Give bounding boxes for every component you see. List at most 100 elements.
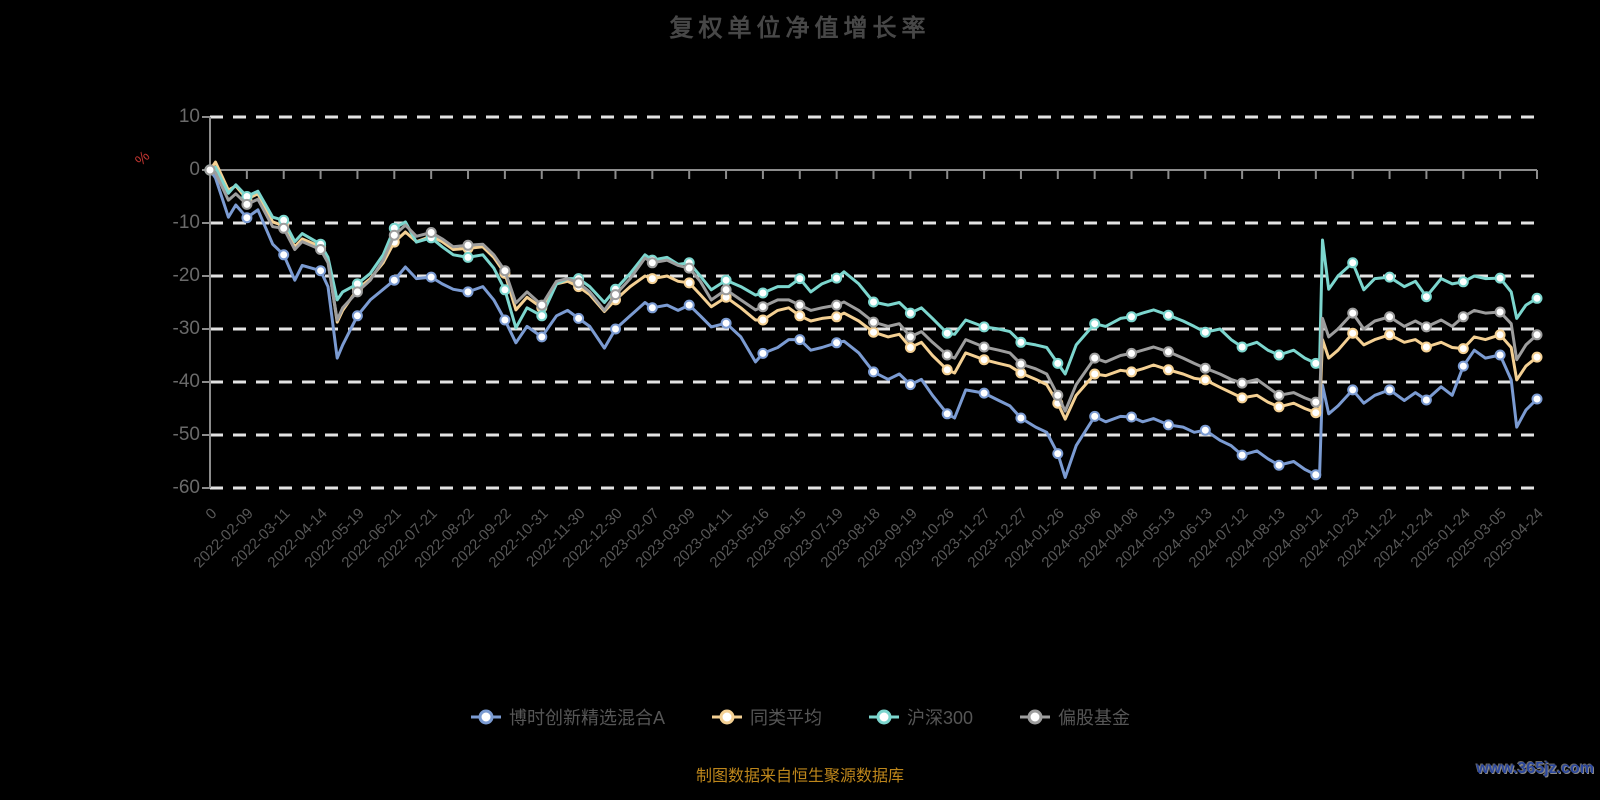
y-axis-label: -10 xyxy=(172,212,200,233)
series-marker-fund xyxy=(499,314,511,326)
series-marker-equity-funds xyxy=(278,222,290,234)
series-marker-equity-funds xyxy=(1273,389,1285,401)
series-marker-fund xyxy=(1494,349,1506,361)
series-marker-fund xyxy=(720,317,732,329)
legend-item-equity-funds[interactable]: 偏股基金 xyxy=(1019,704,1130,730)
series-marker-csi300 xyxy=(1494,272,1506,284)
line-series-icon xyxy=(470,709,501,725)
line-series-icon xyxy=(868,709,899,725)
series-marker-equity-funds xyxy=(1236,377,1248,389)
series-marker-peer-average xyxy=(868,326,879,338)
series-marker-equity-funds xyxy=(1384,311,1396,323)
series-marker-fund xyxy=(278,249,290,261)
series-fund[interactable] xyxy=(204,164,1543,481)
series-marker-equity-funds xyxy=(1199,362,1211,374)
series-marker-equity-funds xyxy=(941,349,953,361)
series-marker-peer-average xyxy=(941,364,953,376)
series-marker-fund xyxy=(1052,448,1064,460)
series-marker-fund xyxy=(388,274,400,286)
series-marker-equity-funds xyxy=(1162,346,1174,358)
series-marker-csi300 xyxy=(462,251,474,263)
line-series-icon xyxy=(1020,709,1051,725)
series-marker-csi300 xyxy=(1126,311,1137,323)
y-axis-label: -20 xyxy=(172,265,200,286)
series-equity-funds[interactable] xyxy=(204,164,1543,413)
series-marker-csi300 xyxy=(1457,276,1469,288)
series-marker-equity-funds xyxy=(868,316,879,328)
y-axis-label: -60 xyxy=(172,477,200,498)
legend-item-fund[interactable]: 博时创新精选混合A xyxy=(470,704,665,730)
series-line-fund xyxy=(208,168,1539,479)
series-marker-equity-funds xyxy=(1089,352,1101,364)
series-marker-fund xyxy=(831,337,843,349)
series-marker-csi300 xyxy=(1199,326,1211,338)
series-marker-equity-funds xyxy=(1494,306,1506,318)
series-marker-equity-funds xyxy=(536,299,548,311)
series-marker-peer-average xyxy=(1494,329,1506,341)
series-marker-equity-funds xyxy=(388,229,400,241)
series-marker-fund xyxy=(536,331,548,343)
series-csi300[interactable] xyxy=(204,164,1543,376)
series-marker-csi300 xyxy=(1420,291,1432,303)
legend-item-peer-average[interactable]: 同类平均 xyxy=(711,704,822,730)
series-marker-fund xyxy=(351,310,363,322)
series-marker-csi300 xyxy=(536,310,548,322)
series-marker-peer-average xyxy=(831,311,843,323)
series-marker-equity-funds xyxy=(831,299,843,311)
legend: 博时创新精选混合A 同类平均 沪深300 偏股基金 xyxy=(0,704,1600,730)
legend-label: 沪深300 xyxy=(906,708,974,728)
series-marker-fund xyxy=(1236,449,1248,461)
series-marker-peer-average xyxy=(1162,364,1174,376)
legend-item-csi300[interactable]: 沪深300 xyxy=(868,704,973,730)
series-marker-csi300 xyxy=(1052,357,1064,369)
series-marker-csi300 xyxy=(831,272,843,284)
legend-label: 同类平均 xyxy=(749,708,822,728)
series-marker-fund xyxy=(1310,469,1322,481)
series-marker-csi300 xyxy=(1236,341,1248,353)
series-marker-equity-funds xyxy=(1052,389,1064,401)
series-marker-peer-average xyxy=(1420,341,1432,353)
series-marker-fund xyxy=(978,387,990,399)
series-marker-fund xyxy=(1089,410,1101,422)
series-marker-equity-funds xyxy=(315,244,327,255)
series-marker-fund xyxy=(573,312,585,324)
series-marker-peer-average xyxy=(1126,366,1137,378)
y-axis-label: -40 xyxy=(172,371,200,392)
series-marker-csi300 xyxy=(904,307,916,319)
series-marker-equity-funds xyxy=(241,198,253,210)
series-marker-equity-funds xyxy=(204,164,216,176)
series-marker-peer-average xyxy=(1457,343,1469,355)
series-marker-csi300 xyxy=(978,321,990,333)
series-marker-equity-funds xyxy=(1420,321,1432,333)
series-marker-equity-funds xyxy=(683,262,695,274)
y-axis-label: -30 xyxy=(172,318,200,339)
series-marker-peer-average xyxy=(646,273,658,285)
series-marker-peer-average xyxy=(757,314,769,326)
series-marker-equity-funds xyxy=(573,277,585,289)
series-marker-peer-average xyxy=(1531,351,1543,363)
series-marker-peer-average xyxy=(1089,368,1101,380)
series-marker-csi300 xyxy=(1015,336,1027,348)
series-marker-fund xyxy=(1015,412,1027,424)
series-marker-peer-average xyxy=(1347,327,1359,339)
series-marker-peer-average xyxy=(1384,329,1396,341)
series-marker-csi300 xyxy=(1089,318,1101,330)
series-marker-csi300 xyxy=(720,274,732,286)
series-marker-equity-funds xyxy=(904,331,916,343)
series-marker-peer-average xyxy=(683,277,695,289)
series-marker-equity-funds xyxy=(351,286,363,298)
series-marker-equity-funds xyxy=(610,289,621,301)
series-marker-fund xyxy=(1273,459,1285,471)
y-axis-label: -50 xyxy=(172,424,200,445)
series-marker-peer-average xyxy=(794,310,806,322)
series-marker-fund xyxy=(1384,384,1396,396)
series-marker-csi300 xyxy=(1347,257,1359,269)
series-marker-equity-funds xyxy=(978,341,990,353)
series-marker-fund xyxy=(868,366,879,378)
series-marker-peer-average xyxy=(1236,392,1248,404)
series-marker-fund xyxy=(1162,419,1174,431)
series-marker-fund xyxy=(1199,424,1211,436)
series-marker-csi300 xyxy=(499,284,511,296)
series-line-csi300 xyxy=(208,165,1539,376)
